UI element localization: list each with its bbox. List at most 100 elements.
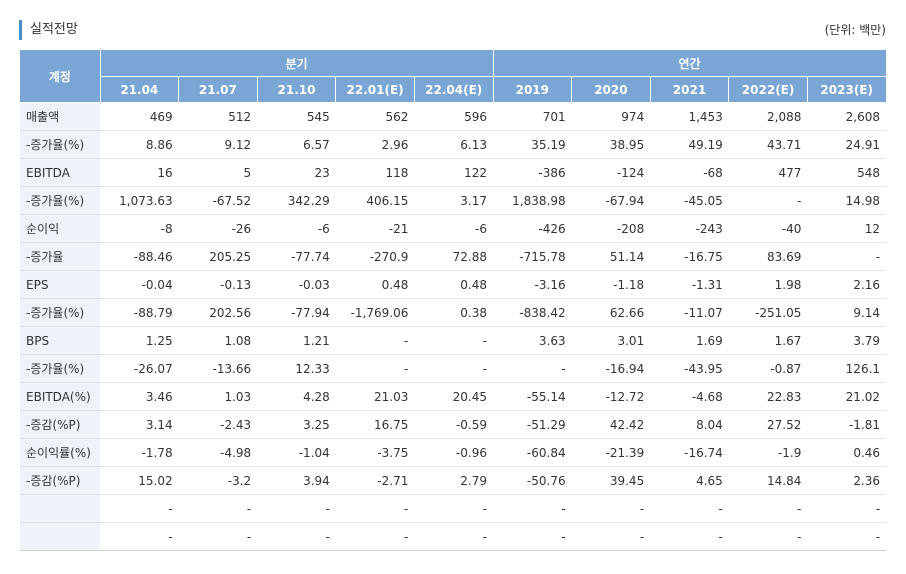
table-row: ---------- <box>20 522 887 551</box>
table-row: -증감(%P) 3.14 -2.43 3.25 16.75 -0.59 -51.29 42.4… <box>20 410 887 439</box>
row-label: -증감(%P) <box>20 410 100 439</box>
table-cell: 3.94 <box>257 466 336 495</box>
row-label: -증감(%P) <box>20 466 100 495</box>
table-cell: 342.29 <box>257 186 336 215</box>
table-cell: -26 <box>178 214 258 243</box>
row-label: -증가율(%) <box>20 186 100 215</box>
table-cell: 3.01 <box>571 326 651 355</box>
table-cell: 974 <box>571 102 651 131</box>
table-cell: - <box>100 522 179 551</box>
table-cell: 0.38 <box>414 298 494 327</box>
table-cell: -11.07 <box>650 298 729 327</box>
table-cell: - <box>650 522 729 551</box>
table-cell: - <box>728 494 808 523</box>
table-cell: 15.02 <box>100 466 179 495</box>
table-cell: -40 <box>728 214 808 243</box>
table-cell: -16.94 <box>571 354 651 383</box>
table-cell: 20.45 <box>414 382 494 411</box>
table-cell: - <box>414 326 494 355</box>
table-cell: -77.74 <box>257 242 336 271</box>
period-header: 2023(E) <box>807 76 887 103</box>
table-cell: 14.98 <box>807 186 887 215</box>
table-cell: -3.2 <box>178 466 258 495</box>
table-cell: 14.84 <box>728 466 808 495</box>
table-cell: 21.03 <box>335 382 415 411</box>
table-cell: -1.78 <box>100 438 179 467</box>
table-cell: 8.86 <box>100 130 179 159</box>
table-cell: 3.14 <box>100 410 179 439</box>
table-cell: 0.48 <box>335 270 415 299</box>
annual-group-header: 연간 <box>493 50 887 77</box>
table-cell: -838.42 <box>493 298 572 327</box>
table-cell: -6 <box>414 214 494 243</box>
table-cell: -1.31 <box>650 270 729 299</box>
table-row: BPS 1.25 1.08 1.21- -3.63 3.01 1.69 1.67 3.79 <box>20 326 887 355</box>
table-row: -증감(%P) 15.02 -3.2 3.94 -2.71 2.79 -50.76 39.45… <box>20 466 887 495</box>
table-cell: - <box>335 326 415 355</box>
table-cell: 1.25 <box>100 326 179 355</box>
table-cell: 43.71 <box>728 130 808 159</box>
table-cell: - <box>493 522 572 551</box>
table-cell: - <box>807 494 887 523</box>
table-cell: -26.07 <box>100 354 179 383</box>
table-cell: - <box>178 494 258 523</box>
table-cell: -4.68 <box>650 382 729 411</box>
row-label: 매출액 <box>20 102 100 131</box>
table-cell: -45.05 <box>650 186 729 215</box>
table-cell: 3.63 <box>493 326 572 355</box>
row-label: -증가율 <box>20 242 100 271</box>
table-cell: -2.71 <box>335 466 415 495</box>
table-cell: 49.19 <box>650 130 729 159</box>
table-cell: -16.74 <box>650 438 729 467</box>
table-cell: -251.05 <box>728 298 808 327</box>
table-cell: - <box>335 522 415 551</box>
table-cell: -13.66 <box>178 354 258 383</box>
table-cell: -60.84 <box>493 438 572 467</box>
account-header: 계정 <box>20 50 101 103</box>
table-cell: - <box>414 494 494 523</box>
table-cell: 0.48 <box>414 270 494 299</box>
row-label: EBITDA <box>20 158 100 187</box>
table-cell: 469 <box>100 102 179 131</box>
table-row: 순이익 -8 -26 -6 -21 -6 -426 -208 -243 -40 12 <box>20 214 887 243</box>
table-cell: 1.08 <box>178 326 258 355</box>
table-cell: 1.03 <box>178 382 258 411</box>
table-cell: -67.52 <box>178 186 258 215</box>
table-cell: 701 <box>493 102 572 131</box>
table-cell: - <box>414 522 494 551</box>
table-cell: 0.46 <box>807 438 887 467</box>
table-cell: 16 <box>100 158 179 187</box>
table-cell: 27.52 <box>728 410 808 439</box>
table-cell: -2.43 <box>178 410 258 439</box>
table-cell: 3.17 <box>414 186 494 215</box>
section-title: 실적전망 <box>19 20 78 40</box>
table-cell: - <box>414 354 494 383</box>
table-cell: -0.59 <box>414 410 494 439</box>
table-cell: - <box>335 354 415 383</box>
row-label <box>20 522 100 551</box>
table-cell: 205.25 <box>178 242 258 271</box>
table-cell: -88.79 <box>100 298 179 327</box>
table-cell: 477 <box>728 158 808 187</box>
period-header: 2021 <box>650 76 730 103</box>
table-row: EBITDA(%) 3.46 1.03 4.28 21.03 20.45 -55.14 -12… <box>20 382 887 411</box>
row-label: -증가율(%) <box>20 130 100 159</box>
table-cell: -55.14 <box>493 382 572 411</box>
table-cell: 6.13 <box>414 130 494 159</box>
table-cell: - <box>493 354 572 383</box>
table-cell: 1.69 <box>650 326 729 355</box>
period-header: 21.10 <box>257 76 337 103</box>
table-row: ---------- <box>20 494 887 523</box>
table-cell: 35.19 <box>493 130 572 159</box>
row-label: BPS <box>20 326 100 355</box>
table-cell: -12.72 <box>571 382 651 411</box>
table-cell: 4.65 <box>650 466 729 495</box>
table-cell: 9.12 <box>178 130 258 159</box>
table-cell: - <box>100 494 179 523</box>
table-cell: -124 <box>571 158 651 187</box>
table-cell: 16.75 <box>335 410 415 439</box>
table-cell: -3.16 <box>493 270 572 299</box>
table-row: -증가율(%) 1,073.63 -67.52 342.29 406.15 3.17 1,8… <box>20 186 887 215</box>
row-label: EPS <box>20 270 100 299</box>
table-cell: 1.21 <box>257 326 336 355</box>
